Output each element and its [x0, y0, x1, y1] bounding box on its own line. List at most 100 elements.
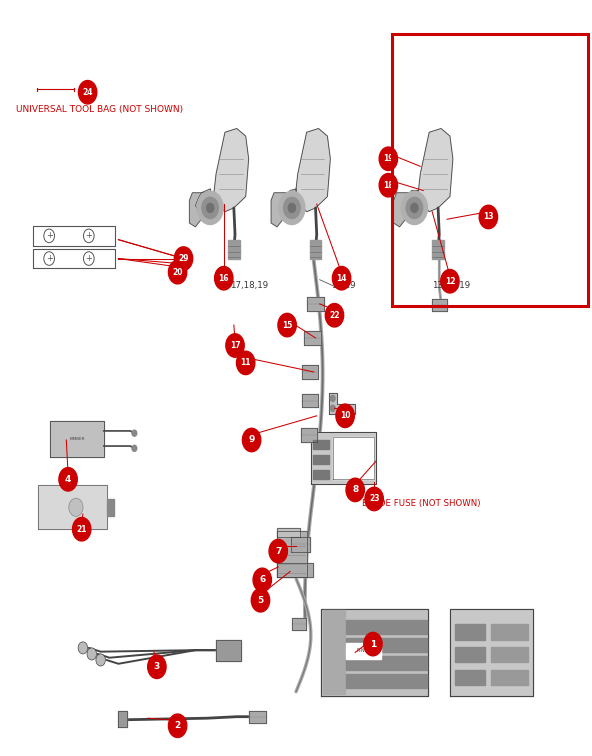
- Polygon shape: [195, 189, 214, 213]
- Polygon shape: [346, 638, 427, 652]
- Text: 8: 8: [352, 485, 358, 494]
- Circle shape: [214, 266, 233, 290]
- Bar: [432, 299, 447, 311]
- Polygon shape: [38, 485, 107, 529]
- Polygon shape: [213, 129, 249, 212]
- Bar: [291, 618, 306, 630]
- Circle shape: [202, 197, 218, 218]
- Circle shape: [411, 203, 418, 212]
- Polygon shape: [450, 609, 533, 696]
- Text: 4: 4: [65, 475, 71, 484]
- Circle shape: [325, 303, 343, 327]
- Circle shape: [401, 191, 427, 225]
- Bar: [228, 240, 240, 259]
- Text: 21: 21: [76, 525, 87, 534]
- Polygon shape: [313, 470, 329, 479]
- Polygon shape: [321, 609, 428, 696]
- Polygon shape: [295, 129, 330, 212]
- Polygon shape: [333, 437, 374, 479]
- Circle shape: [132, 445, 137, 451]
- Circle shape: [78, 642, 88, 654]
- Text: +: +: [46, 231, 53, 240]
- Circle shape: [330, 395, 335, 401]
- Polygon shape: [346, 674, 427, 688]
- Circle shape: [346, 479, 364, 502]
- Text: 5: 5: [258, 596, 263, 605]
- Circle shape: [269, 540, 287, 562]
- Text: 3: 3: [154, 662, 160, 671]
- Circle shape: [278, 314, 296, 337]
- Bar: [307, 297, 324, 311]
- Bar: [310, 240, 321, 259]
- Circle shape: [279, 191, 305, 225]
- Text: 17: 17: [230, 341, 240, 350]
- Text: 14: 14: [336, 274, 347, 283]
- Polygon shape: [491, 670, 528, 685]
- Text: 10: 10: [340, 411, 350, 420]
- Circle shape: [226, 334, 244, 358]
- Circle shape: [365, 487, 384, 511]
- Circle shape: [288, 203, 295, 212]
- Polygon shape: [118, 711, 127, 727]
- Text: 1: 1: [370, 640, 376, 649]
- Text: BLADE FUSE (NOT SHOWN): BLADE FUSE (NOT SHOWN): [362, 499, 480, 508]
- Circle shape: [132, 430, 137, 436]
- Text: KIMBER: KIMBER: [69, 437, 85, 442]
- Circle shape: [379, 147, 397, 171]
- Circle shape: [59, 467, 77, 491]
- Text: 13: 13: [483, 212, 494, 222]
- Polygon shape: [346, 643, 381, 659]
- Circle shape: [69, 498, 83, 516]
- Polygon shape: [33, 249, 115, 268]
- Polygon shape: [329, 393, 355, 414]
- Circle shape: [207, 203, 214, 212]
- Polygon shape: [33, 226, 115, 246]
- Polygon shape: [346, 656, 427, 670]
- Bar: [302, 365, 318, 379]
- Polygon shape: [346, 620, 427, 634]
- Polygon shape: [455, 624, 485, 640]
- Circle shape: [168, 260, 186, 284]
- Text: 23: 23: [369, 494, 379, 503]
- Text: 29: 29: [178, 254, 189, 263]
- Text: 16: 16: [218, 274, 229, 283]
- Circle shape: [284, 197, 300, 218]
- Bar: [291, 537, 310, 552]
- Text: 7: 7: [275, 547, 281, 556]
- Polygon shape: [455, 647, 485, 662]
- Text: UNIVERSAL TOOL BAG (NOT SHOWN): UNIVERSAL TOOL BAG (NOT SHOWN): [16, 105, 183, 114]
- Polygon shape: [417, 129, 453, 212]
- Circle shape: [479, 206, 497, 228]
- Circle shape: [197, 191, 223, 225]
- Text: 22: 22: [329, 311, 340, 320]
- Bar: [392, 34, 588, 306]
- Circle shape: [251, 589, 269, 612]
- Polygon shape: [455, 670, 485, 685]
- Text: R-Net: R-Net: [356, 649, 371, 653]
- Bar: [302, 394, 318, 407]
- Polygon shape: [107, 498, 114, 516]
- Text: +: +: [46, 254, 53, 263]
- Bar: [301, 428, 317, 442]
- Text: 12: 12: [445, 277, 455, 286]
- Polygon shape: [313, 455, 329, 464]
- Polygon shape: [491, 647, 528, 662]
- Bar: [304, 331, 321, 345]
- Text: 17,18,19: 17,18,19: [230, 280, 268, 290]
- Circle shape: [406, 197, 423, 218]
- Circle shape: [78, 81, 96, 104]
- Polygon shape: [323, 610, 345, 694]
- Circle shape: [242, 428, 260, 452]
- Polygon shape: [284, 189, 301, 215]
- Text: 11: 11: [240, 358, 251, 367]
- Polygon shape: [189, 193, 204, 227]
- Circle shape: [168, 714, 186, 738]
- Polygon shape: [277, 531, 307, 577]
- Polygon shape: [216, 640, 241, 661]
- Circle shape: [440, 269, 459, 293]
- Polygon shape: [50, 421, 104, 457]
- Circle shape: [332, 266, 350, 290]
- Text: 6: 6: [259, 575, 265, 584]
- Text: +: +: [85, 231, 92, 240]
- Circle shape: [174, 246, 192, 271]
